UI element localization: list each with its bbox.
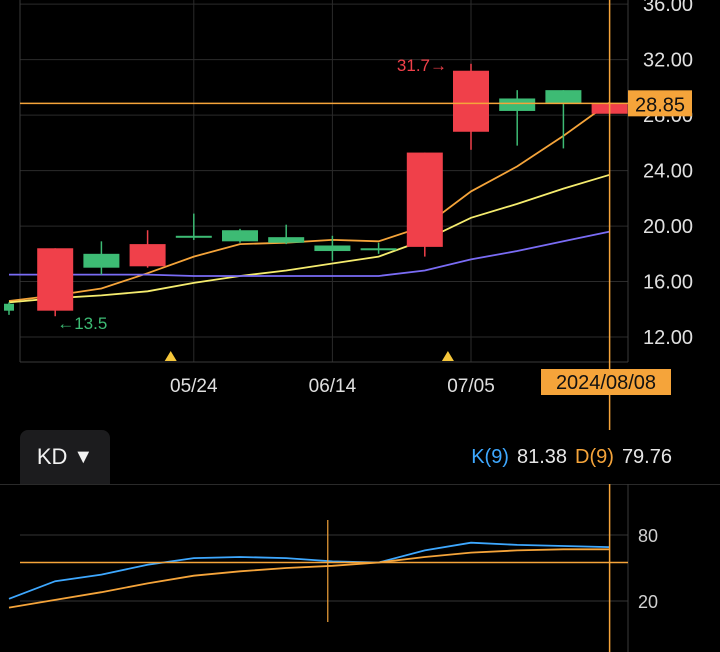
panel-divider [0, 484, 720, 485]
signal-marker-icon [441, 351, 454, 361]
candle-body [499, 98, 536, 111]
k-label: K(9) [471, 446, 509, 468]
caret-down-icon: ▼ [73, 445, 94, 468]
kd-crosshair [20, 484, 628, 652]
indicator-label: KD [36, 444, 68, 469]
candle [545, 90, 582, 149]
candle [268, 224, 305, 245]
candle-body [37, 248, 74, 311]
price-tick-label: 24.00 [643, 161, 693, 183]
candle [37, 248, 74, 317]
candle-body [453, 70, 489, 132]
candle [314, 235, 351, 261]
price-tick-label: 12.00 [643, 327, 693, 349]
crosshair-date-label: 2024/08/08 [556, 372, 656, 394]
kd-legend: K(9) 81.38 D(9) 79.76 [471, 446, 672, 469]
signal-marker-icon [164, 351, 177, 361]
candle [4, 302, 14, 315]
crosshair-price-tag [628, 90, 692, 117]
candlesticks [4, 63, 628, 317]
candle [406, 152, 443, 257]
d-value: 79.76 [621, 446, 672, 468]
candle-body [314, 245, 351, 252]
price-tick-label: 16.00 [643, 272, 693, 294]
kd-series-line [8, 548, 610, 609]
candle-body [4, 303, 14, 311]
chart-annotations: 31.7→ ←13.5 28.85 2024/08/08 [20, 0, 692, 430]
candle-body [545, 90, 582, 105]
moving-average-line-3 [9, 230, 610, 277]
candle-body [129, 244, 166, 267]
candle [360, 242, 397, 254]
crosshair-price-label: 28.85 [635, 94, 685, 116]
moving-average-line-1 [8, 101, 611, 302]
kd-tick-label: 20 [638, 592, 658, 612]
candle [175, 213, 212, 240]
kd-series-line [8, 541, 610, 600]
kd-grid [20, 484, 629, 652]
k-value: 81.38 [516, 446, 568, 468]
candle [129, 230, 166, 268]
candle-body [406, 152, 443, 247]
candle-body [268, 237, 305, 243]
low-price-label: ←13.5 [57, 314, 107, 333]
candle-body [360, 248, 397, 251]
indicator-selector[interactable]: KD ▼ [20, 430, 110, 484]
candle [499, 90, 536, 146]
kd-lines [8, 541, 610, 609]
high-price-label: 31.7→ [397, 56, 447, 75]
moving-average-line-2 [8, 173, 610, 304]
candle [222, 228, 258, 243]
date-tick-label: 06/14 [309, 376, 357, 397]
price-grid [19, 0, 629, 363]
date-tick-label: 05/24 [170, 376, 218, 397]
price-tick-label: 36.00 [643, 0, 693, 16]
candle-body [222, 230, 258, 242]
candle-body [83, 253, 120, 268]
candle-body [175, 235, 212, 238]
candle [83, 241, 120, 275]
d-label: D(9) [575, 446, 614, 468]
price-tick-label: 32.00 [643, 50, 693, 72]
moving-average-lines [8, 101, 611, 304]
kd-tick-label: 80 [638, 526, 658, 546]
candle [453, 63, 489, 150]
price-tick-label: 20.00 [643, 216, 693, 238]
crosshair-date-tag [541, 369, 671, 395]
date-tick-label: 07/05 [447, 376, 495, 397]
